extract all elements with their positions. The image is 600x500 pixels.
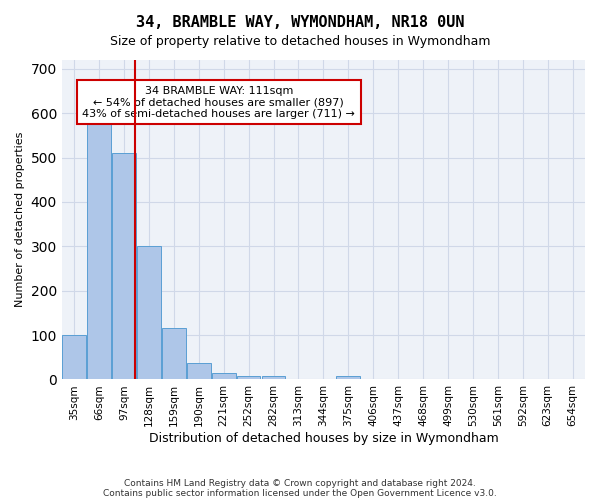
Text: Contains HM Land Registry data © Crown copyright and database right 2024.: Contains HM Land Registry data © Crown c… bbox=[124, 478, 476, 488]
Text: 34 BRAMBLE WAY: 111sqm
← 54% of detached houses are smaller (897)
43% of semi-de: 34 BRAMBLE WAY: 111sqm ← 54% of detached… bbox=[82, 86, 355, 119]
Bar bbox=[137, 246, 161, 380]
Bar bbox=[237, 376, 260, 380]
Y-axis label: Number of detached properties: Number of detached properties bbox=[15, 132, 25, 308]
Text: Size of property relative to detached houses in Wymondham: Size of property relative to detached ho… bbox=[110, 35, 490, 48]
Bar bbox=[337, 376, 360, 380]
Bar bbox=[162, 328, 186, 380]
Bar bbox=[112, 153, 136, 380]
X-axis label: Distribution of detached houses by size in Wymondham: Distribution of detached houses by size … bbox=[149, 432, 498, 445]
Bar bbox=[262, 376, 286, 380]
Text: Contains public sector information licensed under the Open Government Licence v3: Contains public sector information licen… bbox=[103, 488, 497, 498]
Bar bbox=[187, 363, 211, 380]
Text: 34, BRAMBLE WAY, WYMONDHAM, NR18 0UN: 34, BRAMBLE WAY, WYMONDHAM, NR18 0UN bbox=[136, 15, 464, 30]
Bar bbox=[212, 373, 236, 380]
Bar bbox=[88, 124, 111, 380]
Bar bbox=[62, 335, 86, 380]
